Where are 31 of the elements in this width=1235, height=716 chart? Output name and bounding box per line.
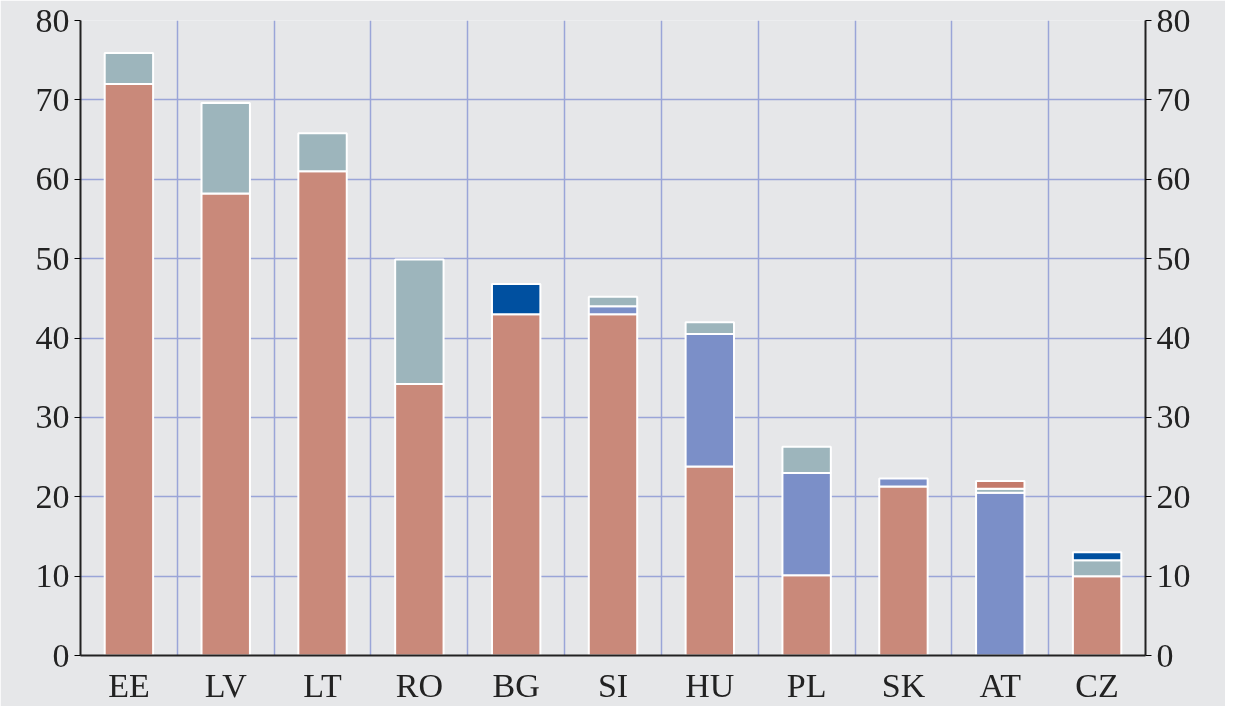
- x-tick-label: SI: [597, 666, 629, 704]
- x-tick-label: HU: [685, 666, 735, 704]
- y-tick-label: 70: [35, 80, 70, 118]
- y-tick-label: 80: [35, 1, 70, 39]
- y2-tick-label: 50: [1156, 239, 1191, 277]
- x-tick-label: BG: [492, 666, 540, 704]
- x-tick-label: RO: [395, 666, 443, 704]
- x-tick-label: AT: [979, 666, 1022, 704]
- y2-tick-label: 70: [1156, 80, 1191, 118]
- y2-tick-label: 60: [1156, 160, 1191, 198]
- y2-tick-label: 80: [1156, 1, 1191, 39]
- y2-tick-label: 30: [1156, 398, 1191, 436]
- y-tick-label: 0: [52, 636, 70, 674]
- y2-tick-label: 20: [1156, 477, 1191, 515]
- y-tick-label: 60: [35, 160, 70, 198]
- bar: [975, 479, 1026, 490]
- x-tick-label: PL: [786, 666, 827, 704]
- y-tick-label: 50: [35, 239, 70, 277]
- y-tick-label: 10: [35, 557, 70, 595]
- y2-tick-label: 40: [1156, 319, 1191, 356]
- x-tick-label: EE: [108, 666, 150, 704]
- y2-tick-label: 0: [1156, 636, 1174, 674]
- y-tick-label: 30: [35, 398, 70, 436]
- y-tick-label: 40: [35, 319, 70, 356]
- x-tick-label: CZ: [1075, 666, 1119, 704]
- y2-tick-label: 10: [1156, 557, 1191, 595]
- x-tick-label: LT: [303, 666, 342, 704]
- x-tick-label: LV: [204, 666, 248, 704]
- bar: [975, 491, 1026, 656]
- y-tick-label: 20: [35, 477, 70, 515]
- x-tick-label: SK: [881, 666, 926, 704]
